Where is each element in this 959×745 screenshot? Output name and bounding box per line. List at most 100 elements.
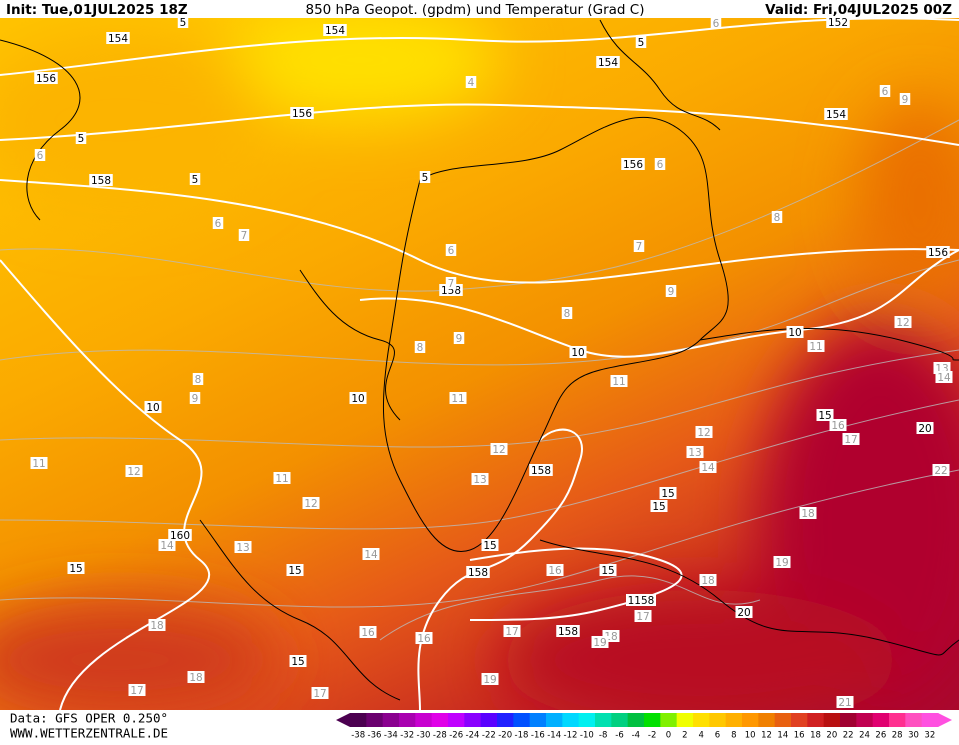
temperature-label-box	[610, 375, 628, 387]
geopotential-label-box	[439, 284, 463, 296]
color-swatch	[807, 713, 825, 727]
geopotential-label: 15	[69, 563, 82, 575]
color-swatch	[464, 713, 482, 727]
geopotential-label-box	[816, 409, 834, 421]
color-swatch	[399, 713, 416, 727]
color-swatch	[758, 713, 776, 727]
temperature-label: 19	[775, 557, 788, 569]
temperature-label: 14	[364, 549, 378, 561]
temperature-label-box	[699, 461, 717, 473]
color-swatch	[350, 713, 367, 727]
color-swatch	[791, 713, 808, 727]
geopotential-label: 10	[351, 393, 364, 405]
temperature-label-box	[829, 419, 847, 431]
temperature-label: 11	[809, 341, 822, 353]
temperature-label-box	[128, 684, 146, 696]
temperature-label: 11	[612, 376, 625, 388]
color-swatch	[562, 713, 580, 727]
colorbar-arrow-low	[336, 713, 350, 727]
temperature-label-box	[30, 457, 48, 469]
temperature-label-box	[771, 211, 783, 223]
temperature-label-box	[359, 626, 377, 638]
geopotential-label: 15	[601, 565, 614, 577]
colorbar-label: -30	[417, 731, 431, 741]
colorbar-label: -14	[547, 731, 561, 741]
temperature-label-box	[362, 548, 380, 560]
colorbar-label: -24	[466, 731, 480, 741]
temperature-label: 16	[361, 627, 375, 639]
temperature-label-box	[238, 229, 250, 241]
color-swatch	[448, 713, 465, 727]
color-swatch	[856, 713, 874, 727]
geopotential-label: 1158	[628, 595, 655, 607]
colorbar-label: -8	[599, 731, 607, 741]
geopotential-label-box	[144, 401, 162, 413]
geopotential-label-box	[419, 171, 431, 183]
temperature-label-box	[158, 539, 176, 551]
temperature-label-box	[899, 93, 911, 105]
website: WWW.WETTERZENTRALE.DE	[10, 726, 168, 741]
temperature-label-box	[633, 240, 645, 252]
temperature-label: 11	[32, 458, 45, 470]
temperature-label: 17	[636, 611, 649, 623]
temperature-label-box	[503, 625, 521, 637]
color-swatch	[497, 713, 514, 727]
geopotential-label: 15	[483, 540, 496, 552]
temperature-label: 8	[195, 374, 202, 386]
temperature-label-box	[807, 340, 825, 352]
geopotential-label-box	[323, 24, 347, 36]
temperature-label: 11	[275, 473, 288, 485]
geopotential-label: 10	[146, 402, 159, 414]
field-shading	[0, 18, 959, 710]
temperature-label: 16	[831, 420, 845, 432]
geopotential-label-box	[786, 326, 804, 338]
colorbar-label: 4	[698, 731, 703, 741]
temperature-label-box	[561, 307, 573, 319]
temperature-label-box	[710, 18, 722, 29]
temperature-label-box	[591, 636, 609, 648]
geopotential-label: 152	[828, 17, 848, 29]
temperature-label: 12	[127, 466, 140, 478]
temperature-label-box	[699, 574, 717, 586]
color-swatch	[872, 713, 890, 727]
geopotential-label-box	[926, 246, 950, 258]
temperature-label: 18	[150, 620, 163, 632]
temperature-label-box	[654, 158, 666, 170]
geopotential-label: 10	[788, 327, 801, 339]
init-time: Init: Tue,01JUL2025 18Z	[6, 2, 188, 18]
temperature-label: 12	[697, 427, 710, 439]
temperature-label: 4	[468, 77, 475, 89]
colorbar-label: 32	[924, 731, 935, 741]
geopotential-label-box	[824, 108, 848, 120]
temperature-label: 11	[451, 393, 464, 405]
geopotential-label-box	[596, 56, 620, 68]
temperature-label: 6	[37, 150, 44, 162]
geopotential-label-box	[286, 564, 304, 576]
temperature-label: 13	[473, 474, 486, 486]
temperature-label: 6	[713, 18, 720, 30]
colorbar-label: -22	[482, 731, 496, 741]
temperature-label: 12	[304, 498, 317, 510]
color-swatch	[513, 713, 531, 727]
geopotential-label: 158	[558, 626, 578, 638]
colorbar-label: -16	[531, 731, 545, 741]
geopotential-label: 5	[638, 37, 645, 49]
geopotential-label-box	[529, 464, 553, 476]
geopotential-label-box	[466, 566, 490, 578]
colorbar-label: -2	[648, 731, 656, 741]
temperature-label: 17	[313, 688, 326, 700]
colorbar-label: 18	[810, 731, 821, 741]
temperature-label-box	[546, 564, 564, 576]
temperature-label: 19	[483, 674, 496, 686]
temperature-label-box	[192, 373, 204, 385]
color-swatch	[660, 713, 678, 727]
temperature-label-box	[234, 541, 252, 553]
colorbar-label: 12	[761, 731, 772, 741]
temperature-label-box	[449, 392, 467, 404]
color-swatch	[823, 713, 841, 727]
temperature-label-box	[212, 217, 224, 229]
color-swatch	[693, 713, 710, 727]
